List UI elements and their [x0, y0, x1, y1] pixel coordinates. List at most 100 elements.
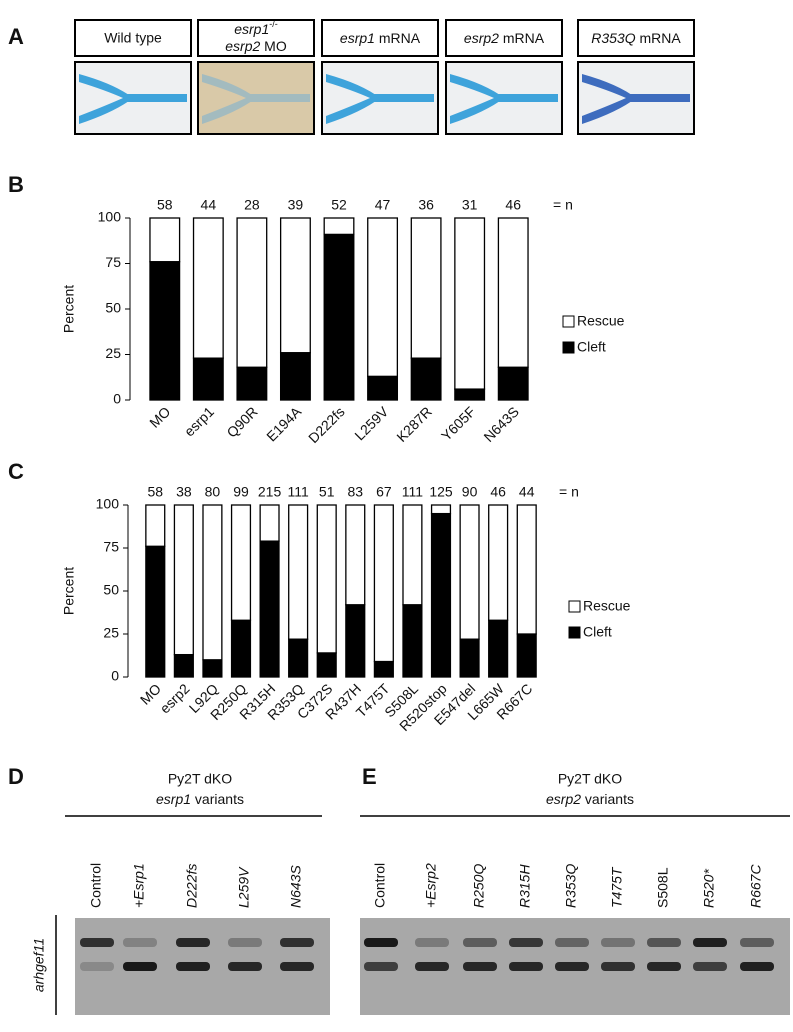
gel-band [647, 938, 681, 947]
label-box [197, 19, 315, 57]
panel-letter: B [8, 172, 24, 197]
condition-label: esrp2 MO [225, 38, 287, 54]
lane-label: R667C [748, 864, 764, 908]
suffix: mRNA [499, 30, 545, 46]
gene: esrp1 [340, 30, 375, 46]
n-label: 111 [288, 484, 309, 500]
gel-band [601, 938, 635, 947]
bar-segment [323, 217, 355, 236]
n-label: 125 [429, 484, 453, 500]
gel-band [80, 962, 114, 971]
gel-band [228, 962, 262, 971]
gel-band [176, 938, 210, 947]
label-box [321, 19, 439, 57]
bar-segment [367, 217, 399, 377]
lane-label: T475T [609, 866, 625, 908]
n-label: 38 [176, 484, 192, 500]
x-tick-label: MO [146, 403, 173, 430]
legend-swatch [568, 600, 581, 613]
n-label: 58 [157, 197, 173, 213]
bar-segment [192, 357, 224, 401]
lane-label: Control [88, 863, 104, 908]
n-legend: = n [553, 197, 573, 213]
n-label: 46 [505, 197, 521, 213]
n-label: 80 [205, 484, 221, 500]
n-label: 36 [418, 197, 434, 213]
n-label: 31 [462, 197, 478, 213]
bar-segment [316, 652, 337, 678]
cartilage [582, 74, 690, 124]
legend-swatch [562, 341, 575, 354]
label-box [445, 19, 563, 57]
gel-band [80, 938, 114, 947]
gel-band [123, 962, 157, 971]
gel-title: Py2T dKO [558, 771, 622, 787]
bar-segment [236, 217, 268, 368]
gel-band [555, 938, 589, 947]
n-label: 47 [375, 197, 391, 213]
n-label: 111 [402, 484, 423, 500]
n-legend: = n [559, 484, 579, 500]
y-tick-label: 50 [105, 300, 121, 316]
bar-segment [373, 504, 394, 663]
y-tick-label: 100 [98, 209, 122, 225]
y-tick-label: 75 [103, 539, 119, 555]
gel-band [463, 938, 497, 947]
bar-segment [149, 217, 181, 263]
lane-label: +Esrp1 [131, 863, 147, 908]
bar-segment [230, 504, 252, 621]
gene: esrp1 [156, 791, 191, 807]
lane-label: +Esrp2 [423, 863, 439, 908]
cartilage [79, 74, 187, 124]
x-tick-label: D222fs [305, 403, 348, 446]
n-label: 51 [319, 484, 335, 500]
gel-band [693, 962, 727, 971]
lane-label: L259V [236, 866, 252, 908]
condition-label: esrp2 mRNA [464, 30, 545, 46]
gel-band [509, 962, 543, 971]
gel-band [693, 938, 727, 947]
n-label: 215 [258, 484, 282, 500]
lane-label: R315H [517, 864, 533, 908]
subtitle: variants [191, 791, 244, 807]
bar-segment [373, 660, 394, 678]
gel-band [123, 938, 157, 947]
bar-segment [230, 619, 252, 678]
bar-segment [279, 217, 311, 354]
legend-swatch [562, 315, 575, 328]
gene: esrp2 [225, 38, 260, 54]
bar-segment [454, 217, 486, 390]
y-tick-label: 50 [103, 582, 119, 598]
bar-segment [192, 217, 224, 359]
bar-segment [402, 604, 423, 678]
x-tick-label: K287R [393, 403, 435, 445]
legend-label: Rescue [583, 598, 631, 614]
x-tick-label: esrp2 [157, 680, 193, 716]
x-tick-label: Y605F [438, 403, 478, 443]
gel-band [364, 938, 398, 947]
condition-label: Wild type [104, 30, 162, 46]
panel-letter: C [8, 459, 24, 484]
n-label: 44 [201, 197, 217, 213]
bar-segment [173, 504, 194, 656]
y-tick-label: 25 [105, 345, 121, 361]
n-label: 46 [490, 484, 506, 500]
bar-segment [410, 357, 442, 401]
bar-segment [173, 653, 194, 678]
bar-segment [279, 352, 311, 401]
y-axis-label: Percent [61, 567, 77, 615]
suffix: mRNA [375, 30, 421, 46]
gel-band [509, 938, 543, 947]
lane-label: D222fs [184, 864, 200, 908]
x-tick-label: L259V [351, 403, 391, 443]
x-tick-label: E194A [263, 403, 305, 445]
gene: esrp2 [546, 791, 581, 807]
bar-segment [149, 261, 181, 401]
suffix: mRNA [636, 30, 682, 46]
x-tick-label: Q90R [223, 403, 260, 440]
legend-label: Rescue [577, 313, 625, 329]
gel-band [364, 962, 398, 971]
y-tick-label: 0 [111, 668, 119, 684]
gel-band [740, 938, 774, 947]
